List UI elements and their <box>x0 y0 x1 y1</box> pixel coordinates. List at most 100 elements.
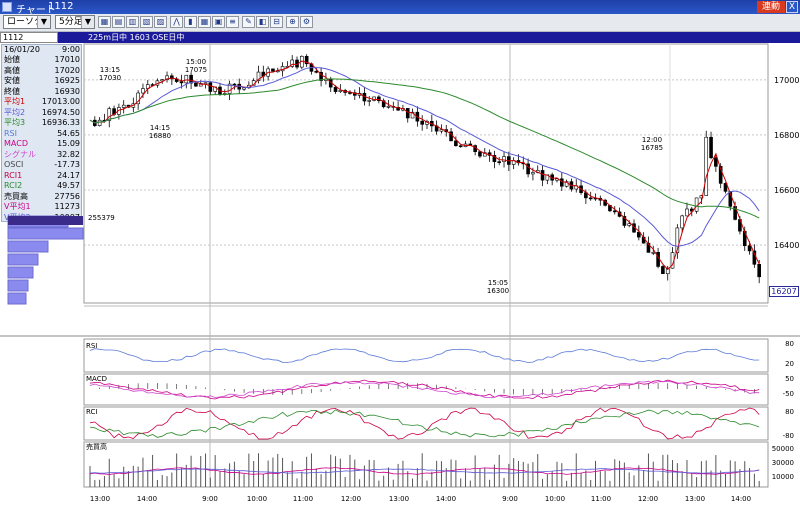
candle-body <box>685 208 689 217</box>
candle-body <box>232 83 237 86</box>
info-row: RCI2 49.57 <box>4 181 80 191</box>
time-axis-label: 9:00 <box>202 495 218 503</box>
candle-icon[interactable]: ▮ <box>184 16 197 28</box>
candle-body <box>714 157 718 167</box>
window-title: チャート <box>16 5 56 16</box>
eraser-icon[interactable]: ◧ <box>256 16 269 28</box>
ruler-icon[interactable]: ⊟ <box>270 16 283 28</box>
oscillator-line <box>89 409 760 438</box>
toggle-icon-5[interactable]: ▨ <box>154 16 167 28</box>
candle-body <box>290 59 295 67</box>
info-date: 16/01/20 <box>4 45 40 54</box>
settings-icon[interactable]: ⚙ <box>300 16 313 28</box>
toggle-icon-2[interactable]: ▤ <box>112 16 125 28</box>
info-row: MACD 15.09 <box>4 139 80 149</box>
volume-profile-label: 255379 <box>88 214 115 222</box>
info-row: RSI 54.65 <box>4 129 80 139</box>
info-row-label: 平均3 <box>4 118 26 127</box>
code-bar: 1112 225m日中 1603 OSE日中 <box>0 32 800 43</box>
info-row-label: シグナル <box>4 149 36 159</box>
info-row-label: RCI1 <box>4 170 23 180</box>
volume-profile-bar <box>7 253 39 266</box>
rsi-panel-label: RSI <box>86 342 97 350</box>
volume-profile-bar <box>7 266 34 279</box>
toggle-icon-3[interactable]: ▥ <box>126 16 139 28</box>
annotation-price: 16300 <box>487 287 509 295</box>
candle-body <box>198 83 203 87</box>
candle-body <box>482 152 487 157</box>
info-row-value: 17020 <box>54 65 80 75</box>
candle-body <box>757 264 761 278</box>
time-axis-label: 13:00 <box>685 495 705 503</box>
info-row-value: 17013.00 <box>41 97 80 106</box>
candle-body <box>367 100 372 102</box>
volume-panel-label: 売買高 <box>86 442 107 451</box>
close-button[interactable]: X <box>786 1 798 13</box>
candle-body <box>377 96 381 102</box>
chevron-down-icon[interactable]: ▼ <box>37 16 50 28</box>
ma2-line <box>89 67 760 247</box>
time-axis-label: 12:00 <box>638 495 658 503</box>
toggle-icon-1[interactable]: ▦ <box>98 16 111 28</box>
candle-body <box>208 82 213 92</box>
candle-body <box>646 242 651 253</box>
info-row-value: 16925 <box>54 76 80 85</box>
candle-body <box>699 195 704 199</box>
time-axis-label: 10:00 <box>247 495 267 503</box>
candle-body <box>627 223 632 226</box>
volume-tick: 30000 <box>772 459 794 467</box>
oscillator-line <box>89 407 760 440</box>
info-row-label: 高値 <box>4 65 20 75</box>
candle-body <box>242 87 246 90</box>
candle-body <box>97 119 102 126</box>
candle-body <box>675 227 680 253</box>
ma3-line <box>89 78 760 219</box>
info-row: 平均2 16974.50 <box>4 108 80 118</box>
time-axis-label: 14:00 <box>731 495 751 503</box>
chart-type-select[interactable]: ローソク ▼ <box>3 15 51 29</box>
candle-body <box>348 92 352 94</box>
volume-profile-bar <box>7 292 27 305</box>
annotation-price: 17030 <box>99 74 121 82</box>
candle-body <box>405 108 410 119</box>
info-row-label: RSI <box>4 128 17 138</box>
oscillator-line <box>89 379 760 400</box>
macd-panel-frame <box>83 373 769 406</box>
candle-body <box>381 100 386 108</box>
window-icon[interactable]: ▣ <box>212 16 225 28</box>
volume-panel-frame <box>83 441 769 488</box>
rci-tick: 80 <box>785 408 794 416</box>
info-row: 平均1 17013.00 <box>4 97 80 107</box>
pen-icon[interactable]: ✎ <box>242 16 255 28</box>
link-button[interactable]: 連動 <box>757 1 785 13</box>
macd-tick: 50 <box>785 375 794 383</box>
code-input[interactable]: 1112 <box>0 32 58 43</box>
candle-body <box>410 111 415 119</box>
candle-body <box>680 215 684 229</box>
annotation-price: 16880 <box>149 132 171 140</box>
candle-body <box>502 156 506 162</box>
toggle-icon-4[interactable]: ▧ <box>140 16 153 28</box>
time-axis-label: 14:00 <box>137 495 157 503</box>
info-row-label: V平均1 <box>4 202 31 211</box>
last-price-tag: 16207 <box>769 286 799 297</box>
price-axis-label: 16600 <box>774 186 799 195</box>
candle-body <box>704 136 709 196</box>
info-row-label: OSCI <box>4 160 24 169</box>
candle-body <box>661 266 665 275</box>
annotation-time: 14:15 <box>150 124 170 132</box>
info-row: 終値 16930 <box>4 87 80 97</box>
candle-body <box>338 90 343 92</box>
chevron-down-icon[interactable]: ▼ <box>81 16 94 28</box>
info-row-value: 27756 <box>54 191 80 201</box>
zoom-icon[interactable]: ⊕ <box>286 16 299 28</box>
time-axis-label: 10:00 <box>545 495 565 503</box>
bars-icon[interactable]: ≡ <box>226 16 239 28</box>
oscillator-line <box>89 348 760 363</box>
grid-icon[interactable]: ▦ <box>198 16 211 28</box>
line-chart-icon[interactable]: ⋀ <box>170 16 183 28</box>
interval-select[interactable]: 5分足 ▼ <box>55 15 95 29</box>
annotation-time: 13:15 <box>100 66 120 74</box>
info-row-value: 17010 <box>54 55 80 64</box>
